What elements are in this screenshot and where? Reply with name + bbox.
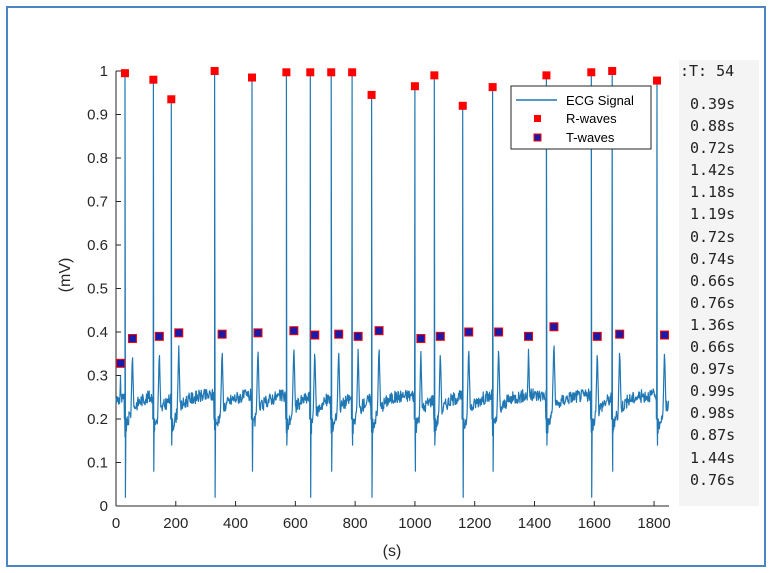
interval-item: 1.19s bbox=[690, 205, 736, 224]
t-wave-marker bbox=[416, 334, 426, 344]
r-wave-marker bbox=[167, 95, 176, 104]
interval-item: 0.72s bbox=[690, 139, 736, 158]
y-tick-label: 0.1 bbox=[87, 455, 108, 472]
interval-item: 0.72s bbox=[690, 227, 736, 246]
r-wave-marker bbox=[120, 69, 129, 78]
interval-item: 0.99s bbox=[690, 382, 736, 401]
legend-r-swatch bbox=[534, 115, 541, 122]
interval-item: 0.66s bbox=[690, 271, 736, 290]
interval-item: 0.88s bbox=[690, 117, 736, 136]
legend-entry-ecg-signal: ECG Signal bbox=[566, 93, 634, 108]
interval-item: 0.74s bbox=[690, 249, 736, 268]
t-wave-marker bbox=[154, 331, 164, 341]
t-wave-marker bbox=[494, 327, 504, 337]
x-tick-label: 1200 bbox=[458, 515, 491, 532]
r-wave-marker bbox=[587, 68, 596, 77]
t-wave-marker bbox=[592, 331, 602, 341]
r-wave-marker bbox=[410, 82, 419, 91]
interval-item: 1.18s bbox=[690, 183, 736, 202]
y-tick-label: 0.7 bbox=[87, 194, 108, 211]
r-wave-marker bbox=[542, 71, 551, 80]
interval-panel-header: :T: 54 bbox=[680, 62, 735, 80]
r-waves-series bbox=[120, 67, 662, 110]
x-tick-label: 400 bbox=[223, 515, 248, 532]
t-waves-series bbox=[115, 322, 670, 368]
y-tick-label: 0.6 bbox=[87, 237, 108, 254]
interval-panel bbox=[679, 60, 759, 506]
y-tick-label: 0.4 bbox=[87, 324, 108, 341]
interval-item: 0.66s bbox=[690, 338, 736, 357]
interval-item: 0.76s bbox=[690, 293, 736, 312]
t-wave-marker bbox=[334, 329, 344, 339]
r-wave-marker bbox=[248, 73, 257, 82]
x-axis-label: (s) bbox=[383, 543, 402, 560]
x-tick-label: 800 bbox=[343, 515, 368, 532]
x-tick-label: 1600 bbox=[578, 515, 611, 532]
r-wave-marker bbox=[430, 71, 439, 80]
ecg-signal-series bbox=[115, 70, 670, 498]
axes: 0 200 400 600 800 1000 1200 1400 1600 1800 0 0.1 0.2… bbox=[87, 63, 671, 532]
t-wave-marker bbox=[660, 330, 670, 340]
y-tick-label: 0.5 bbox=[87, 281, 108, 298]
r-wave-marker bbox=[327, 68, 336, 77]
t-wave-marker bbox=[549, 322, 559, 332]
t-wave-marker bbox=[524, 331, 534, 341]
legend-t-swatch bbox=[533, 133, 542, 142]
interval-item: 1.42s bbox=[690, 161, 736, 180]
y-tick-label: 0 bbox=[100, 498, 108, 515]
interval-item: 1.36s bbox=[690, 315, 736, 334]
y-tick-label: 0.9 bbox=[87, 107, 108, 124]
y-axis-label: (mV) bbox=[57, 258, 74, 293]
legend-entry-r-waves: R-waves bbox=[566, 111, 617, 126]
interval-item: 0.97s bbox=[690, 360, 736, 379]
y-tick-label: 1 bbox=[100, 63, 108, 80]
interval-item: 0.76s bbox=[690, 470, 736, 489]
x-tick-label: 1800 bbox=[637, 515, 670, 532]
t-wave-marker bbox=[217, 329, 227, 339]
t-wave-marker bbox=[174, 328, 184, 338]
legend: ECG Signal R-waves T-waves bbox=[510, 85, 652, 150]
r-wave-marker bbox=[306, 68, 315, 77]
interval-item: 0.39s bbox=[690, 95, 736, 113]
x-tick-label: 200 bbox=[163, 515, 188, 532]
t-wave-marker bbox=[253, 328, 263, 338]
r-wave-marker bbox=[653, 76, 662, 85]
x-tick-label: 600 bbox=[283, 515, 308, 532]
t-wave-marker bbox=[615, 329, 625, 339]
r-wave-marker bbox=[149, 75, 158, 84]
y-tick-label: 0.8 bbox=[87, 150, 108, 167]
t-wave-marker bbox=[353, 331, 363, 341]
y-tick-label: 0.2 bbox=[87, 411, 108, 428]
y-tick-label: 0.3 bbox=[87, 368, 108, 385]
interval-item: 0.98s bbox=[690, 404, 736, 423]
x-tick-label: 1400 bbox=[518, 515, 551, 532]
r-wave-marker bbox=[282, 68, 291, 77]
interval-list: 0.39s 0.88s 0.72s 1.42s 1.18s 1.19s 0.72s 0.74s… bbox=[690, 93, 760, 491]
x-tick-label: 1000 bbox=[398, 515, 431, 532]
r-wave-marker bbox=[488, 83, 497, 92]
t-wave-marker bbox=[435, 331, 445, 341]
t-wave-marker bbox=[127, 334, 137, 344]
t-wave-marker bbox=[289, 326, 299, 336]
t-wave-marker bbox=[374, 326, 384, 336]
t-wave-marker bbox=[310, 330, 320, 340]
interval-item: 1.44s bbox=[690, 448, 736, 467]
ecg-signal-line bbox=[115, 70, 670, 498]
x-tick-label: 0 bbox=[112, 515, 120, 532]
legend-entry-t-waves: T-waves bbox=[566, 130, 615, 145]
r-wave-marker bbox=[458, 101, 467, 110]
r-wave-marker bbox=[210, 67, 219, 75]
interval-item: 0.87s bbox=[690, 426, 736, 445]
t-wave-marker bbox=[464, 327, 474, 337]
t-wave-marker bbox=[115, 358, 125, 368]
r-wave-marker bbox=[367, 90, 376, 99]
r-wave-marker bbox=[608, 67, 617, 75]
r-wave-marker bbox=[348, 68, 357, 77]
